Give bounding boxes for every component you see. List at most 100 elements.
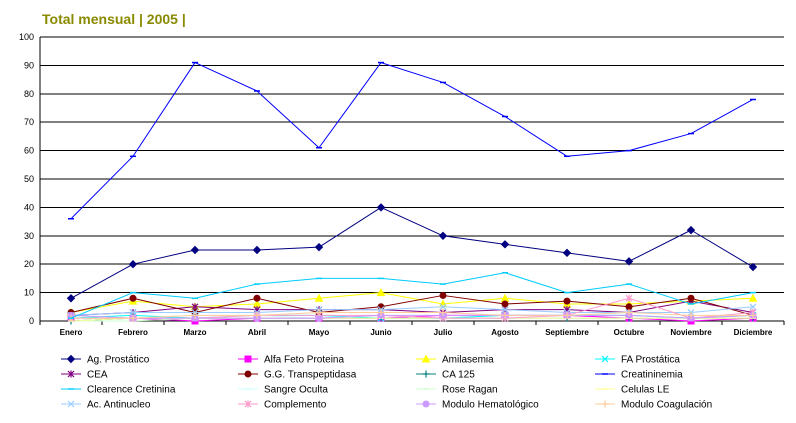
x-tick-label: Agosto bbox=[491, 328, 519, 337]
legend-label: Ag. Prostático bbox=[87, 355, 150, 366]
data-point-modulo-coagulacion bbox=[439, 308, 447, 316]
x-tick-label: Enero bbox=[60, 328, 83, 337]
legend-label: CA 125 bbox=[442, 370, 475, 381]
legend-label: Rose Ragan bbox=[442, 385, 498, 396]
legend-item-modulo-hematologico: Modulo Hematológico bbox=[416, 400, 539, 411]
legend-item-clearence-cretinina: Clearence Cretinina bbox=[61, 385, 176, 396]
data-point-modulo-coagulacion bbox=[687, 311, 695, 319]
series-line-modulo-coagulacion bbox=[71, 311, 753, 319]
data-point-modulo-coagulacion bbox=[129, 314, 137, 322]
x-tick-label: Julio bbox=[434, 328, 453, 337]
series-line-creatininemia bbox=[70, 62, 754, 220]
data-point-ac-antinucleo bbox=[749, 303, 757, 311]
data-point-modulo-coagulacion bbox=[749, 311, 757, 319]
legend-item-ag-prostatico: Ag. Prostático bbox=[61, 355, 150, 366]
chart-title: Total mensual | 2005 | bbox=[42, 11, 186, 27]
data-point-ac-antinucleo bbox=[501, 306, 509, 314]
legend-item-creatininemia: Creatininemia bbox=[595, 370, 683, 381]
y-tick-label: 20 bbox=[24, 259, 34, 269]
legend-label: Complemento bbox=[264, 400, 327, 411]
data-point-modulo-coagulacion bbox=[501, 311, 509, 319]
data-point-ag-prostatico bbox=[500, 240, 510, 249]
y-tick-label: 0 bbox=[29, 316, 34, 326]
y-tick-label: 30 bbox=[24, 231, 34, 241]
data-point-ag-prostatico bbox=[562, 248, 572, 258]
series-clearence-cretinina bbox=[68, 271, 756, 319]
series-line-modulo-hematologico bbox=[70, 314, 754, 319]
legend-item-fa-prostatica: FA Prostática bbox=[595, 355, 680, 366]
data-point-ag-prostatico bbox=[314, 242, 324, 252]
data-point-modulo-coagulacion bbox=[377, 308, 385, 316]
legend-item-complemento: Complemento bbox=[238, 400, 327, 411]
data-point-g-g-transpeptidasa bbox=[253, 294, 261, 302]
data-point-modulo-coagulacion bbox=[191, 311, 199, 319]
x-tick-label: Septiembre bbox=[545, 328, 589, 337]
legend-marker bbox=[601, 400, 609, 408]
legend-label: CEA bbox=[87, 370, 108, 381]
x-tick-label: Octubre bbox=[614, 328, 645, 337]
legend-item-alfa-feto-proteina: Alfa Feto Proteina bbox=[238, 355, 344, 366]
x-tick-label: Marzo bbox=[183, 328, 206, 337]
x-tick-label: Noviembre bbox=[670, 328, 712, 337]
legend-marker bbox=[421, 354, 431, 363]
legend-item-g-g-transpeptidasa: G.G. Transpeptidasa bbox=[238, 370, 357, 381]
legend-item-rose-ragan: Rose Ragan bbox=[416, 385, 498, 396]
data-point-ag-prostatico bbox=[252, 245, 262, 255]
legend-marker bbox=[422, 370, 430, 378]
data-point-modulo-coagulacion bbox=[315, 308, 323, 316]
data-point-g-g-transpeptidasa bbox=[501, 300, 509, 308]
series-line-ag-prostatico bbox=[70, 206, 754, 299]
legend-item-ca-125: CA 125 bbox=[416, 370, 475, 381]
data-point-ac-antinucleo bbox=[439, 303, 447, 311]
data-point-g-g-transpeptidasa bbox=[563, 297, 571, 305]
y-tick-label: 40 bbox=[24, 202, 34, 212]
legend-marker bbox=[244, 400, 252, 408]
y-tick-label: 50 bbox=[24, 174, 34, 184]
legend-label: Alfa Feto Proteina bbox=[264, 355, 344, 366]
legend-label: Ac. Antinucleo bbox=[87, 400, 151, 411]
legend: Ag. Prostático Alfa Feto Proteina Amilasem… bbox=[61, 354, 712, 411]
legend-item-celulas-le: Celulas LE bbox=[595, 385, 670, 396]
data-point-ac-antinucleo bbox=[129, 309, 137, 316]
data-point-modulo-coagulacion bbox=[625, 308, 633, 316]
legend-marker bbox=[67, 370, 75, 378]
data-point-ag-prostatico bbox=[748, 262, 758, 272]
legend-label: Modulo Hematológico bbox=[442, 400, 539, 411]
legend-marker bbox=[244, 370, 252, 378]
legend-label: Celulas LE bbox=[621, 385, 670, 396]
series-line-cea bbox=[70, 300, 754, 316]
legend-marker bbox=[67, 400, 75, 408]
legend-label: FA Prostática bbox=[621, 355, 680, 366]
legend-marker bbox=[66, 354, 76, 364]
data-point-ag-prostatico bbox=[190, 245, 200, 255]
data-point-complemento bbox=[625, 294, 633, 302]
data-point-ag-prostatico bbox=[624, 257, 634, 266]
data-point-g-g-transpeptidasa bbox=[129, 294, 137, 302]
legend-label: Modulo Coagulación bbox=[621, 400, 712, 411]
data-point-modulo-coagulacion bbox=[253, 311, 261, 319]
data-point-modulo-hematologico bbox=[315, 314, 323, 322]
series-line-g-g-transpeptidasa bbox=[70, 294, 754, 316]
x-tick-label: Junio bbox=[370, 328, 391, 337]
y-tick-label: 60 bbox=[24, 146, 34, 156]
legend-item-amilasemia: Amilasemia bbox=[416, 354, 494, 366]
series-line-clearence-cretinina bbox=[70, 272, 754, 319]
data-point-ag-prostatico bbox=[66, 294, 76, 303]
y-tick-label: 80 bbox=[24, 89, 34, 99]
series-modulo-coagulacion bbox=[67, 308, 757, 322]
legend-marker bbox=[244, 355, 252, 363]
x-tick-label: Mayo bbox=[309, 328, 330, 337]
data-point-g-g-transpeptidasa bbox=[439, 291, 447, 299]
y-tick-label: 100 bbox=[19, 32, 34, 42]
data-point-ag-prostatico bbox=[438, 231, 448, 241]
legend-label: G.G. Transpeptidasa bbox=[264, 370, 357, 381]
legend-item-sangre-oculta: Sangre Oculta bbox=[238, 385, 328, 396]
data-point-ag-prostatico bbox=[686, 225, 696, 235]
y-tick-label: 70 bbox=[24, 117, 34, 127]
legend-item-cea: CEA bbox=[61, 370, 108, 381]
x-tick-label: Abril bbox=[248, 328, 266, 337]
legend-marker bbox=[422, 400, 430, 408]
legend-item-modulo-coagulacion: Modulo Coagulación bbox=[595, 400, 712, 411]
x-tick-label: Febrero bbox=[118, 328, 148, 337]
